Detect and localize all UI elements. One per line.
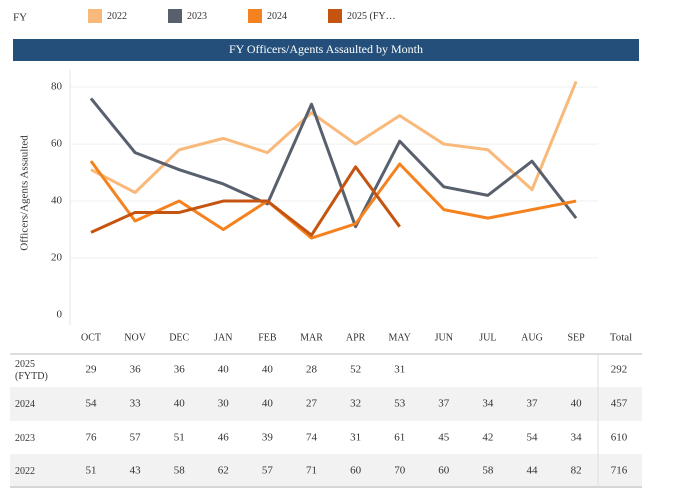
table-cell: 58 <box>482 465 494 477</box>
table-cell: 40 <box>571 398 583 410</box>
table-cell: 45 <box>438 432 450 444</box>
title-bar <box>13 39 639 61</box>
y-tick-label: 80 <box>51 81 63 93</box>
table-cell: 58 <box>174 465 186 477</box>
x-tick-label: OCT <box>81 332 101 343</box>
series-line <box>89 160 577 240</box>
row-label: 2022 <box>15 466 35 477</box>
table-cell: 61 <box>394 432 405 444</box>
table-cell: 40 <box>262 364 274 376</box>
table-cell: 31 <box>350 432 361 444</box>
table-cell: 76 <box>86 432 98 444</box>
legend-label-box: 2024 <box>267 11 287 22</box>
table-cell: 33 <box>130 398 142 410</box>
table-total: 610 <box>611 432 628 444</box>
legend-label: 2024 <box>267 11 287 22</box>
x-tick-label: FEB <box>258 332 277 343</box>
table-cell: 39 <box>262 432 274 444</box>
table-cell: 40 <box>262 398 274 410</box>
series-line <box>89 97 578 229</box>
legend-swatch <box>168 9 182 23</box>
table-cell: 74 <box>306 432 318 444</box>
series-line <box>90 80 578 194</box>
legend-swatch <box>248 9 262 23</box>
table-cell: 40 <box>218 364 230 376</box>
x-tick-label: MAR <box>300 332 323 343</box>
legend-label: 2023 <box>187 11 207 22</box>
legend-label-box: 2023 <box>187 11 207 22</box>
x-tick-label: NOV <box>124 332 146 343</box>
row-shade <box>10 454 642 488</box>
series-line <box>90 165 401 237</box>
y-tick-label: 20 <box>51 252 63 264</box>
table-cell: 54 <box>527 432 539 444</box>
y-axis-label: Officers/Agents Assaulted <box>19 135 31 251</box>
table-cell: 51 <box>86 465 97 477</box>
table-cell: 53 <box>394 398 406 410</box>
legend-swatch <box>328 9 342 23</box>
legend-label-box: 2022 <box>107 11 127 22</box>
table-cell: 46 <box>218 432 230 444</box>
legend-label-box: 2025 (FYTD) <box>347 11 399 22</box>
table-cell: 30 <box>218 398 230 410</box>
x-tick-label: MAY <box>388 332 410 343</box>
x-tick-label: JUL <box>479 332 496 343</box>
legend-title: FY <box>13 12 27 24</box>
table-cell: 52 <box>350 364 361 376</box>
table-cell: 57 <box>262 465 274 477</box>
total-header: Total <box>610 332 632 344</box>
table-cell: 60 <box>350 465 362 477</box>
table-cell: 42 <box>482 432 493 444</box>
table-cell: 27 <box>306 398 318 410</box>
table-cell: 44 <box>527 465 539 477</box>
legend-swatch <box>88 9 102 23</box>
table-cell: 37 <box>527 398 539 410</box>
chart-title: FY Officers/Agents Assaulted by Month <box>229 42 423 56</box>
table-cell: 71 <box>306 465 317 477</box>
table-cell: 62 <box>218 465 229 477</box>
table-total: 292 <box>611 364 628 376</box>
legend-label: 2025 (FYTD) <box>347 11 399 22</box>
table-cell: 32 <box>350 398 361 410</box>
table-cell: 60 <box>438 465 450 477</box>
table-cell: 36 <box>174 364 186 376</box>
y-tick-label: 40 <box>51 195 63 207</box>
x-tick-label: SEP <box>567 332 585 343</box>
table-cell: 36 <box>130 364 142 376</box>
table-cell: 70 <box>394 465 406 477</box>
row-label-box: 2025 (FYTD) <box>15 359 48 382</box>
row-label-box: 2022 <box>15 466 35 477</box>
row-label-box: 2024 <box>15 399 35 410</box>
table-cell: 28 <box>306 364 318 376</box>
table-cell: 51 <box>174 432 185 444</box>
y-tick-label: 60 <box>51 138 63 150</box>
table-cell: 34 <box>571 432 583 444</box>
table-cell: 43 <box>130 465 142 477</box>
row-label: 2024 <box>15 399 35 410</box>
x-tick-label: DEC <box>169 332 189 343</box>
row-label: 2023 <box>15 433 35 444</box>
row-shade <box>10 387 642 421</box>
table-cell: 34 <box>482 398 494 410</box>
x-tick-label: APR <box>346 332 366 343</box>
table-total: 716 <box>611 465 628 477</box>
x-tick-label: JAN <box>214 332 232 343</box>
legend-label: 2022 <box>107 11 127 22</box>
table-cell: 82 <box>571 465 582 477</box>
y-tick-label: 0 <box>57 309 63 321</box>
table-cell: 37 <box>438 398 450 410</box>
table-cell: 57 <box>130 432 142 444</box>
table-cell: 29 <box>86 364 98 376</box>
table-total: 457 <box>611 398 628 410</box>
row-label-box: 2023 <box>15 433 35 444</box>
table-cell: 40 <box>174 398 186 410</box>
row-label: 2025 (FYTD) <box>15 359 48 382</box>
x-tick-label: AUG <box>521 332 543 343</box>
table-cell: 31 <box>394 364 405 376</box>
x-tick-label: JUN <box>435 332 453 343</box>
table-cell: 54 <box>86 398 98 410</box>
